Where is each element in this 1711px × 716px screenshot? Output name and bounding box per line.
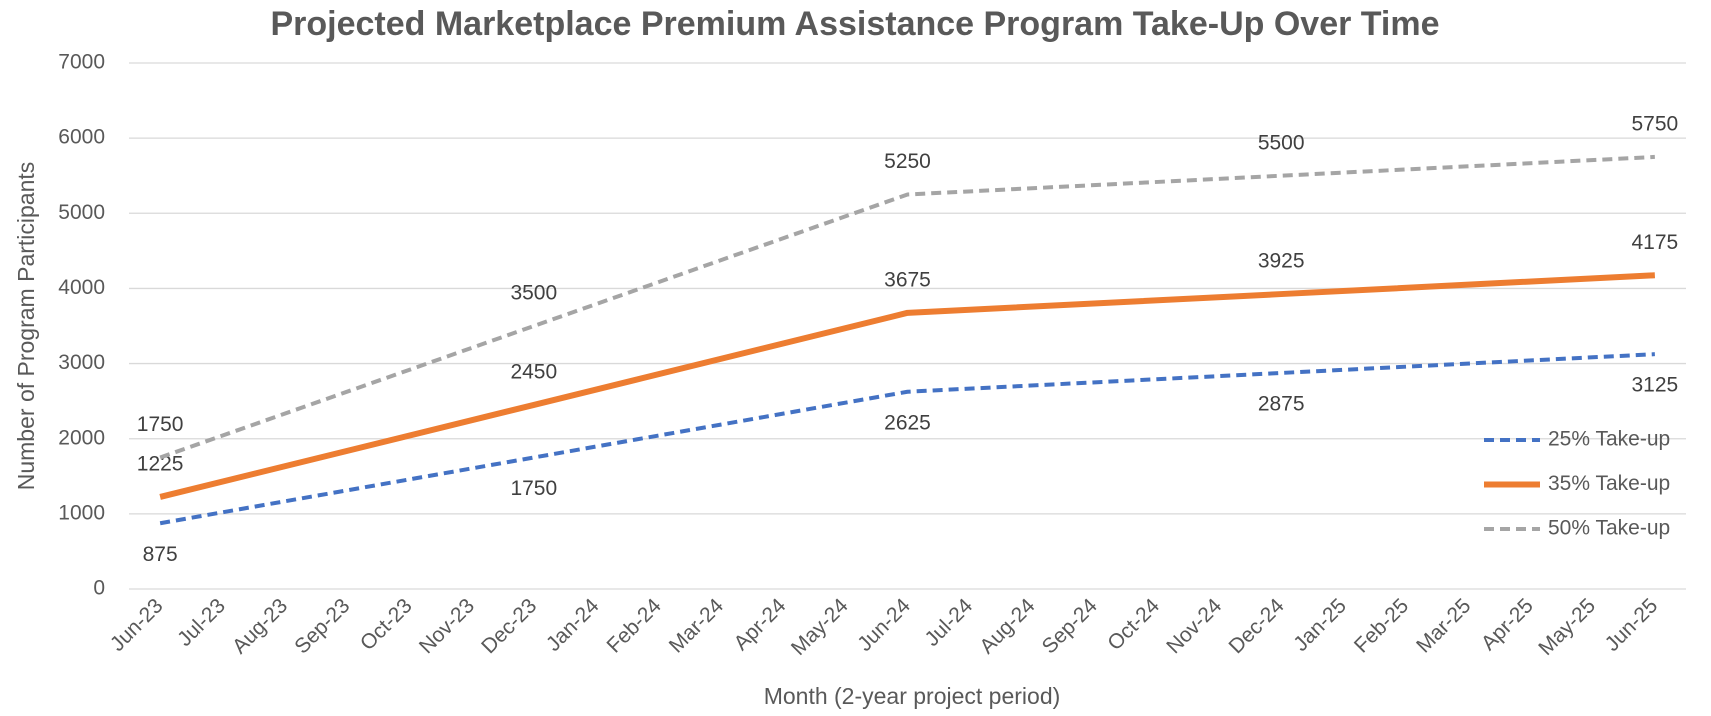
x-tick-label: Aug-24 <box>975 594 1039 658</box>
x-tick-label: Apr-24 <box>730 594 791 655</box>
data-label: 1225 <box>137 452 184 475</box>
y-tick-label: 4000 <box>58 276 105 299</box>
y-tick-label: 3000 <box>58 351 105 374</box>
data-label: 875 <box>143 543 178 566</box>
y-tick-label: 2000 <box>58 426 105 449</box>
x-tick-label: Jun-24 <box>853 594 915 656</box>
x-tick-label: Feb-25 <box>1350 594 1413 657</box>
x-tick-label: Jul-24 <box>921 594 978 651</box>
data-label: 4175 <box>1632 231 1679 254</box>
data-label: 3125 <box>1632 374 1679 397</box>
legend-label: 35% Take-up <box>1548 472 1670 495</box>
x-tick-label: Dec-23 <box>477 594 541 658</box>
x-tick-label: Nov-24 <box>1162 594 1226 658</box>
y-tick-label: 6000 <box>58 126 105 149</box>
x-tick-label: Feb-24 <box>603 594 667 658</box>
x-tick-label: Aug-23 <box>228 594 292 658</box>
data-label: 3500 <box>510 282 557 305</box>
data-label: 2625 <box>884 411 931 434</box>
x-tick-label: Mar-24 <box>665 594 729 658</box>
data-label: 3675 <box>884 268 931 291</box>
x-tick-label: Jan-24 <box>542 594 604 656</box>
x-tick-label: Sep-24 <box>1038 594 1102 658</box>
data-label: 5750 <box>1632 112 1679 135</box>
x-tick-label: May-25 <box>1534 594 1600 660</box>
y-axis-label: Number of Program Participants <box>13 162 39 491</box>
x-tick-label: Mar-25 <box>1412 594 1475 657</box>
y-tick-label: 0 <box>93 577 105 600</box>
legend-label: 25% Take-up <box>1548 428 1670 451</box>
legend-label: 50% Take-up <box>1548 517 1670 540</box>
x-tick-label: Dec-24 <box>1225 594 1289 658</box>
series-line <box>159 154 1655 460</box>
x-tick-label: Oct-24 <box>1103 594 1164 655</box>
x-tick-label: Jun-25 <box>1601 594 1663 656</box>
y-tick-label: 7000 <box>58 51 105 74</box>
data-label: 3925 <box>1258 250 1305 273</box>
data-label: 5250 <box>884 150 931 173</box>
x-tick-label: Jun-23 <box>106 594 168 656</box>
x-axis-label: Month (2-year project period) <box>764 683 1061 709</box>
series-line <box>159 352 1655 526</box>
data-label: 5500 <box>1258 131 1305 154</box>
x-tick-label: Jul-23 <box>173 594 230 651</box>
data-label: 1750 <box>510 477 557 500</box>
data-label: 1750 <box>137 413 184 436</box>
y-tick-label: 5000 <box>58 201 105 224</box>
data-label: 2875 <box>1258 393 1305 416</box>
data-label: 2450 <box>510 360 557 383</box>
x-tick-label: Sep-23 <box>290 594 354 658</box>
x-tick-label: May-24 <box>787 594 853 660</box>
x-tick-label: Nov-23 <box>415 594 479 658</box>
x-tick-label: Jan-25 <box>1289 594 1351 656</box>
x-tick-label: Oct-23 <box>356 594 417 655</box>
chart-title: Projected Marketplace Premium Assistance… <box>270 5 1439 43</box>
series-line <box>159 272 1656 500</box>
y-tick-label: 1000 <box>58 501 105 524</box>
x-tick-label: Apr-25 <box>1477 594 1538 655</box>
